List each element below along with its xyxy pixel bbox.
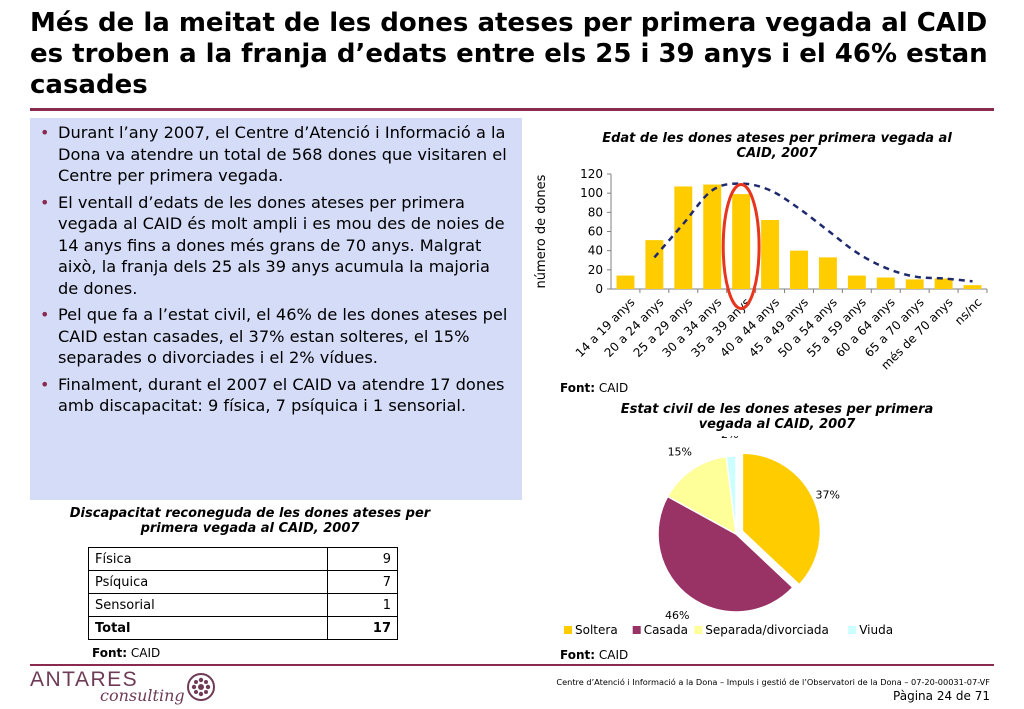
bullet-item: Finalment, durant el 2007 el CAID va ate… bbox=[38, 374, 512, 417]
footer-caption: Centre d’Atenció i Informació a la Dona … bbox=[556, 677, 990, 687]
table-cell-label: Sensorial bbox=[88, 593, 328, 617]
bar-chart-source: Font: CAID bbox=[560, 381, 628, 395]
pie-slice-label: 2% bbox=[721, 436, 738, 441]
bar bbox=[876, 277, 895, 289]
pie-slice bbox=[666, 455, 737, 536]
source-label: Font: bbox=[560, 381, 596, 395]
bar bbox=[963, 285, 982, 289]
bullet-box: Durant l’any 2007, el Centre d’Atenció i… bbox=[30, 118, 522, 500]
highlight-ellipse bbox=[721, 183, 761, 310]
table-cell-label: Psíquica bbox=[88, 570, 328, 594]
bar bbox=[818, 257, 837, 289]
table-source: Font: CAID bbox=[92, 646, 160, 660]
table-cell-value: 9 bbox=[327, 547, 398, 571]
table-title: Discapacitat reconeguda de les dones ate… bbox=[69, 506, 431, 536]
bullet-item: Durant l’any 2007, el Centre d’Atenció i… bbox=[38, 122, 512, 187]
table-total-row: Total 17 bbox=[88, 616, 398, 640]
bar bbox=[761, 220, 780, 289]
legend-label: Separada/divorciada bbox=[705, 623, 829, 637]
y-tick-label: 80 bbox=[588, 205, 603, 219]
pie-slice bbox=[725, 455, 737, 535]
legend-swatch bbox=[694, 626, 703, 634]
pie-slice bbox=[657, 495, 794, 613]
y-tick-label: 20 bbox=[588, 263, 603, 277]
trend-line bbox=[653, 182, 973, 283]
table-row: Sensorial 1 bbox=[88, 593, 398, 617]
pie-slice-label: 15% bbox=[668, 445, 692, 458]
page-title: Més de la meitat de les dones ateses per… bbox=[30, 8, 988, 100]
y-tick-label: 40 bbox=[588, 244, 603, 258]
table-row: Física 9 bbox=[88, 547, 398, 571]
table-row: Psíquica 7 bbox=[88, 570, 398, 594]
pie-chart-title: Estat civil de les dones ateses per prim… bbox=[620, 402, 934, 432]
logo-subtext: consulting bbox=[100, 686, 185, 705]
pie-chart-source: Font: CAID bbox=[560, 648, 628, 662]
pie-chart: 37% 46% 15% 2% Soltera Casada Separada/divorci… bbox=[564, 436, 893, 637]
y-tick-label: 60 bbox=[588, 225, 603, 239]
bullet-item: Pel que fa a l’estat civil, el 46% de le… bbox=[38, 304, 512, 369]
pie-slice-label: 37% bbox=[816, 488, 840, 501]
legend-swatch bbox=[848, 626, 857, 634]
bar bbox=[847, 275, 866, 289]
table-cell-label: Física bbox=[88, 547, 328, 571]
disability-table: Física 9 Psíquica 7 Sensorial 1 Total 17 bbox=[88, 547, 398, 640]
table-cell-value: 7 bbox=[327, 570, 398, 594]
table-cell-label: Total bbox=[88, 616, 328, 640]
bullet-list: Durant l’any 2007, el Centre d’Atenció i… bbox=[38, 122, 512, 417]
y-tick-label: 120 bbox=[580, 167, 603, 181]
source-value: CAID bbox=[130, 646, 161, 660]
source-value: CAID bbox=[598, 381, 629, 395]
x-tick-label: ns/nc bbox=[952, 295, 985, 328]
bar bbox=[674, 186, 693, 289]
table-cell-value: 17 bbox=[327, 616, 398, 640]
logo-text: ANTARES bbox=[30, 668, 139, 691]
y-axis-label: número de dones bbox=[534, 174, 549, 288]
page-number: Pàgina 24 de 71 bbox=[893, 689, 990, 703]
bar bbox=[732, 194, 751, 289]
source-value: CAID bbox=[598, 648, 629, 662]
legend-swatch bbox=[632, 626, 641, 634]
source-label: Font: bbox=[560, 648, 596, 662]
bar bbox=[790, 250, 808, 289]
bar bbox=[703, 184, 722, 289]
bar bbox=[905, 279, 924, 289]
legend-label: Soltera bbox=[575, 623, 618, 637]
legend-swatch bbox=[564, 626, 572, 634]
bar bbox=[645, 240, 664, 289]
source-label: Font: bbox=[92, 646, 128, 660]
y-tick-label: 0 bbox=[595, 282, 603, 296]
pie-slice bbox=[741, 452, 822, 586]
footer-divider bbox=[30, 664, 994, 666]
bar bbox=[934, 278, 953, 289]
y-tick-label: 100 bbox=[580, 186, 603, 200]
title-divider bbox=[30, 108, 994, 111]
table-cell-value: 1 bbox=[327, 593, 398, 617]
legend-label: Viuda bbox=[859, 623, 893, 637]
logo-flower-icon bbox=[187, 673, 215, 701]
bullet-item: El ventall d’edats de les dones ateses p… bbox=[38, 192, 512, 300]
pie-slice-label: 46% bbox=[665, 609, 689, 622]
bar bbox=[616, 275, 635, 289]
legend-label: Casada bbox=[644, 623, 688, 637]
bar-chart-title: Edat de les dones ateses per primera veg… bbox=[602, 131, 952, 161]
